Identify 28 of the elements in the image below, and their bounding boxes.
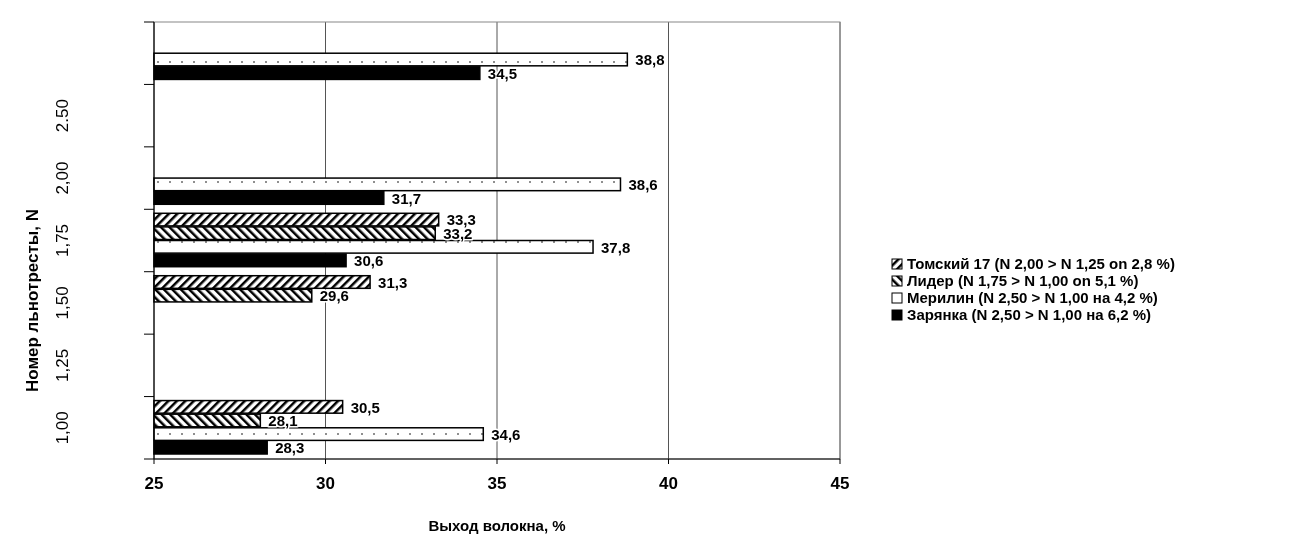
x-tick-label: 35 xyxy=(487,474,507,493)
data-label: 38,6 xyxy=(628,176,658,194)
x-tick-label: 30 xyxy=(316,474,335,493)
y-tick-label: 1,00 xyxy=(53,411,72,445)
x-tick-label: 40 xyxy=(659,474,678,493)
data-label: 38,8 xyxy=(635,51,665,69)
x-axis-title: Выход волокна, % xyxy=(428,517,566,534)
legend-label: Томский 17 (N 2,00 > N 1,25 on 2,8 %) xyxy=(907,255,1175,273)
data-label: 31,3 xyxy=(378,273,408,291)
x-tick-label: 25 xyxy=(144,474,164,493)
data-label: 28,1 xyxy=(268,412,298,430)
legend-label: Лидер (N 1,75 > N 1,00 on 5,1 %) xyxy=(907,272,1139,290)
y-axis-title: Номер льнотресты, N xyxy=(23,208,42,393)
y-tick-label: 1,50 xyxy=(53,286,72,320)
data-label: 34,6 xyxy=(491,425,521,443)
legend-label: Мерилин (N 2,50 > N 1,00 на 4,2 %) xyxy=(907,289,1158,307)
y-tick-label: 2.50 xyxy=(53,99,72,133)
data-label: 28,3 xyxy=(275,439,305,457)
legend-label: Зарянка (N 2,50 > N 1,00 на 6,2 %) xyxy=(907,306,1152,324)
y-tick-label: 2,00 xyxy=(53,161,72,195)
y-tick-label: 1,25 xyxy=(53,348,72,382)
x-tick-label: 45 xyxy=(830,474,850,493)
data-label: 30,6 xyxy=(354,252,384,270)
data-label: 31,7 xyxy=(391,189,422,207)
data-label: 30,5 xyxy=(350,398,380,416)
y-tick-label: 1,75 xyxy=(53,223,72,258)
data-label: 37,8 xyxy=(601,238,631,256)
data-label: 34,5 xyxy=(487,64,518,82)
